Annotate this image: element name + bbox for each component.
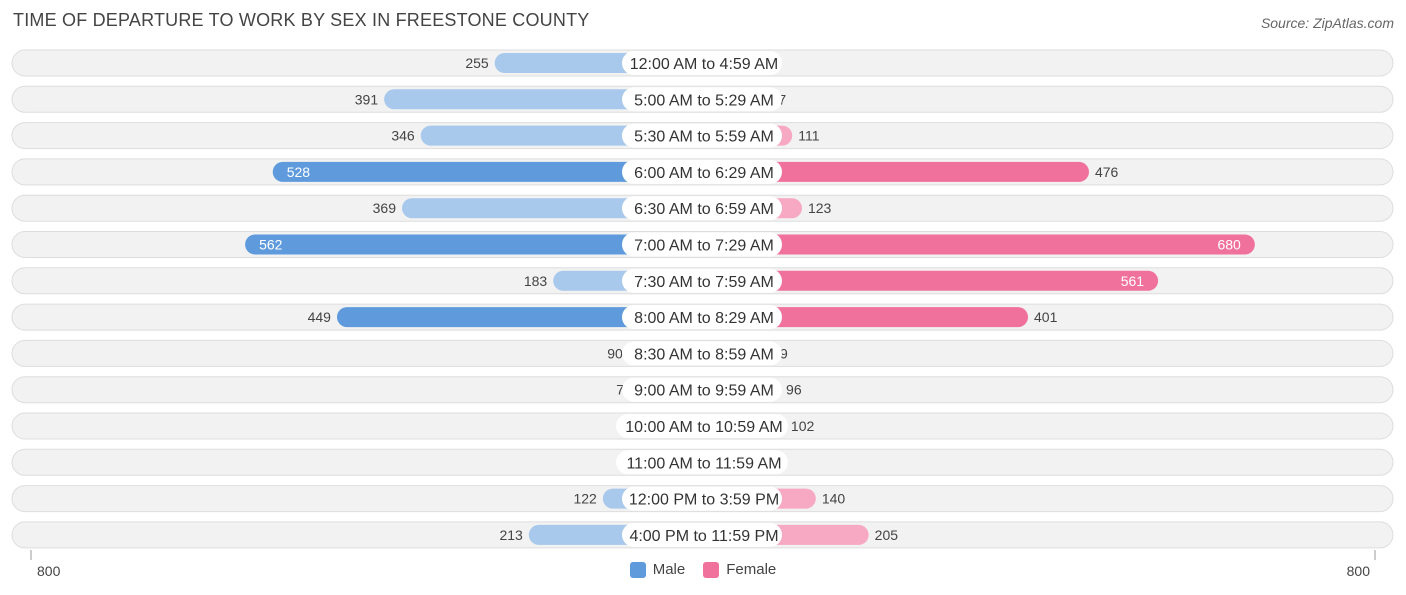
category-label: 11:00 AM to 11:59 AM xyxy=(626,455,781,472)
category-label: 12:00 AM to 4:59 AM xyxy=(630,56,779,73)
category-label-bg xyxy=(622,341,782,366)
axis-left-label: 800 xyxy=(37,563,61,579)
male-bar xyxy=(245,234,712,255)
female-bar xyxy=(692,270,1159,291)
category-label: 10:00 AM to 10:59 AM xyxy=(625,419,782,436)
male-value-label: 90 xyxy=(607,345,623,361)
category-label-bg xyxy=(622,159,782,184)
male-value-label: 346 xyxy=(391,128,415,144)
category-label-bg xyxy=(622,51,782,75)
category-label-bg xyxy=(622,377,782,402)
legend-label-male: Male xyxy=(652,561,686,578)
male-value-label: 391 xyxy=(355,91,379,107)
category-label: 8:00 AM to 8:29 AM xyxy=(634,310,774,327)
male-bar xyxy=(272,161,712,182)
female-value-label: 401 xyxy=(1034,309,1058,325)
female-value-label: 205 xyxy=(875,527,899,543)
category-label: 6:00 AM to 6:29 AM xyxy=(634,165,774,182)
category-label: 8:30 AM to 8:59 AM xyxy=(634,346,774,363)
legend-label-female: Female xyxy=(726,561,777,578)
category-label-bg xyxy=(622,232,782,257)
category-label: 9:00 AM to 9:59 AM xyxy=(634,383,774,400)
male-value-label: 528 xyxy=(287,164,311,180)
male-value-label: 449 xyxy=(308,309,332,325)
category-label-bg xyxy=(622,123,782,148)
category-label-bg xyxy=(616,414,788,438)
axis-right-label: 800 xyxy=(1346,563,1370,579)
female-bar xyxy=(692,161,1089,182)
category-label: 7:30 AM to 7:59 AM xyxy=(634,274,774,291)
female-value-label: 96 xyxy=(786,382,802,398)
female-value-label: 102 xyxy=(791,418,815,434)
category-label: 5:30 AM to 5:59 AM xyxy=(634,129,774,146)
category-label-bg xyxy=(622,268,782,293)
category-label: 6:30 AM to 6:59 AM xyxy=(634,201,774,218)
female-value-label: 111 xyxy=(798,128,819,144)
female-value-label: 123 xyxy=(808,200,832,216)
female-value-label: 140 xyxy=(822,491,846,507)
male-bar xyxy=(336,307,712,328)
legend-swatch-male xyxy=(629,561,646,578)
male-value-label: 183 xyxy=(524,273,548,289)
category-label: 7:00 AM to 7:29 AM xyxy=(634,238,774,255)
category-label-bg xyxy=(616,450,788,475)
category-label-bg xyxy=(622,196,782,221)
legend-swatch-female xyxy=(703,561,720,578)
legend-item-female: Female xyxy=(703,561,776,578)
category-label-bg xyxy=(622,486,782,511)
female-value-label: 680 xyxy=(1217,237,1241,253)
female-value-label: 561 xyxy=(1121,273,1145,289)
male-value-label: 369 xyxy=(373,200,397,216)
category-label-bg xyxy=(622,87,782,112)
category-label: 5:00 AM to 5:29 AM xyxy=(634,92,774,109)
category-label-bg xyxy=(622,305,782,330)
category-label-bg xyxy=(622,522,782,547)
male-value-label: 562 xyxy=(259,237,283,253)
chart-title: TIME OF DEPARTURE TO WORK BY SEX IN FREE… xyxy=(13,10,590,30)
legend: Male Female xyxy=(0,561,1406,578)
source-label: Source: ZipAtlas.com xyxy=(1260,15,1394,31)
legend-item-male: Male xyxy=(629,561,686,578)
category-label: 4:00 PM to 11:59 PM xyxy=(629,528,778,545)
male-value-label: 213 xyxy=(499,527,523,543)
male-value-label: 255 xyxy=(465,55,489,71)
male-value-label: 122 xyxy=(573,491,597,507)
female-bar xyxy=(692,234,1255,255)
category-label: 12:00 PM to 3:59 PM xyxy=(629,492,779,509)
female-value-label: 476 xyxy=(1095,164,1119,180)
chart-svg: 2554012:00 AM to 4:59 AM391775:00 AM to … xyxy=(11,49,1394,560)
